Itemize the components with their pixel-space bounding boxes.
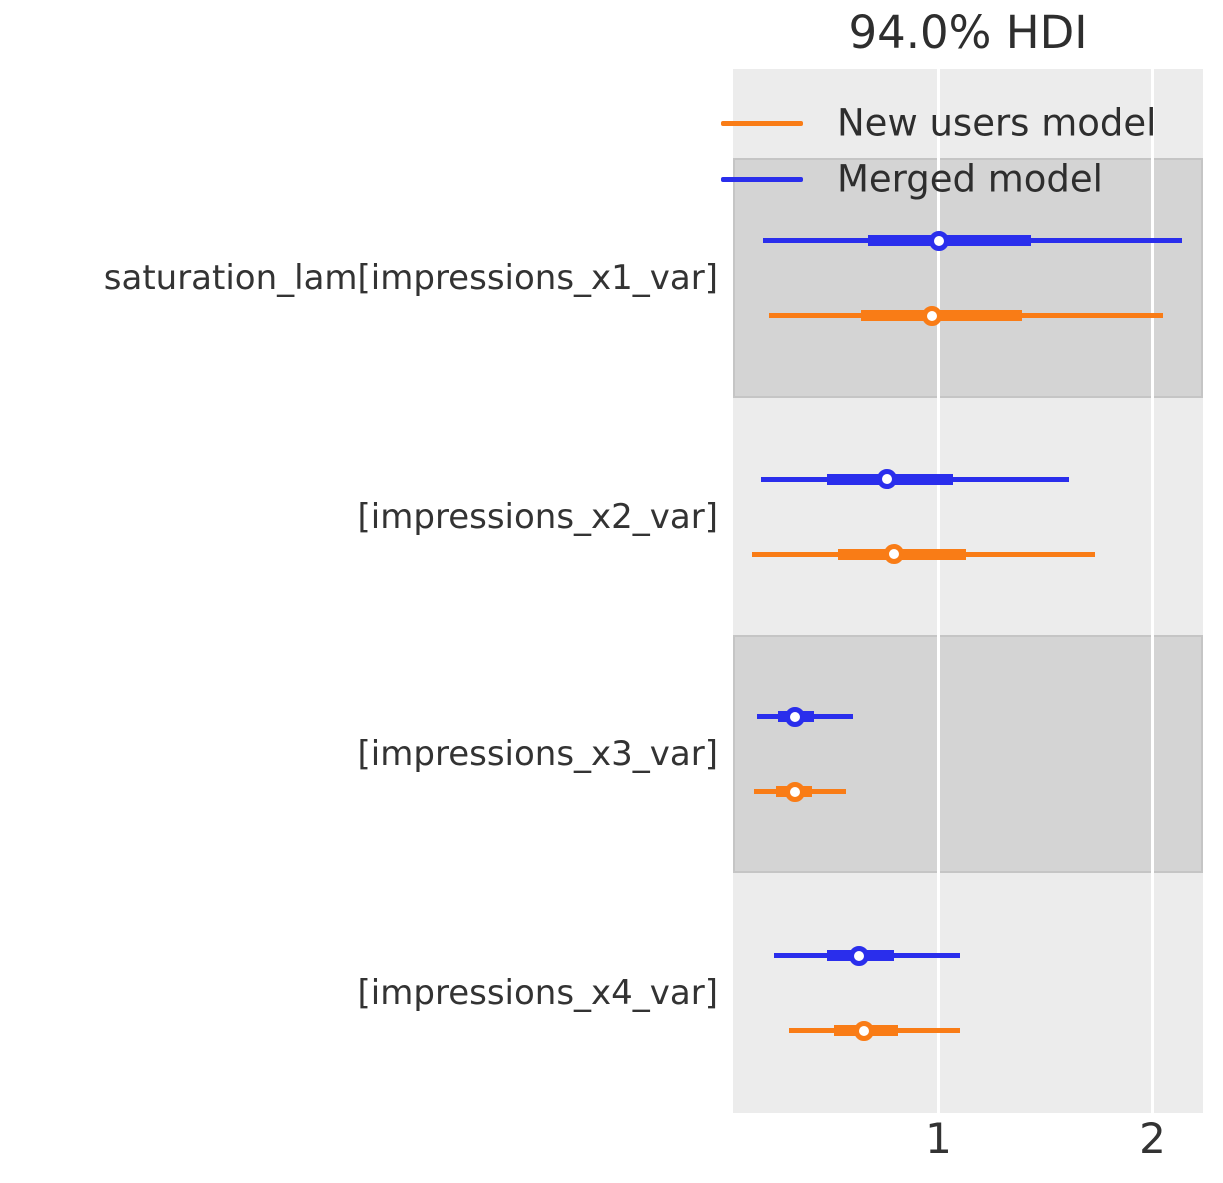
- point-marker-merged-model: [849, 945, 870, 966]
- row-label-1: saturation_lam[impressions_x1_var]: [103, 258, 718, 298]
- gridline-x2: [1151, 69, 1154, 1113]
- point-marker-new-users-model: [883, 544, 904, 564]
- row-shading-band: [733, 158, 1203, 398]
- quartile-line-merged-model: [867, 235, 1031, 246]
- x-tick-label-1: 1: [925, 1114, 952, 1163]
- gridline-x1: [937, 69, 940, 1113]
- point-marker-merged-model: [877, 469, 898, 489]
- row-label-2: [impressions_x2_var]: [357, 496, 718, 537]
- plot-area: [733, 69, 1203, 1113]
- point-marker-new-users-model: [853, 1020, 874, 1041]
- point-marker-new-users-model: [785, 781, 806, 802]
- row-shading-band: [733, 635, 1203, 873]
- row-label-4: [impressions_x4_var]: [357, 973, 718, 1013]
- y-axis-labels: saturation_lam[impressions_x1_var] [impre…: [0, 69, 718, 1113]
- point-marker-merged-model: [928, 230, 949, 251]
- point-marker-new-users-model: [922, 305, 943, 326]
- row-label-3: [impressions_x3_var]: [357, 734, 718, 774]
- x-tick-label-2: 2: [1139, 1114, 1166, 1163]
- plot-title: 94.0% HDI: [848, 6, 1088, 59]
- point-marker-merged-model: [785, 706, 806, 727]
